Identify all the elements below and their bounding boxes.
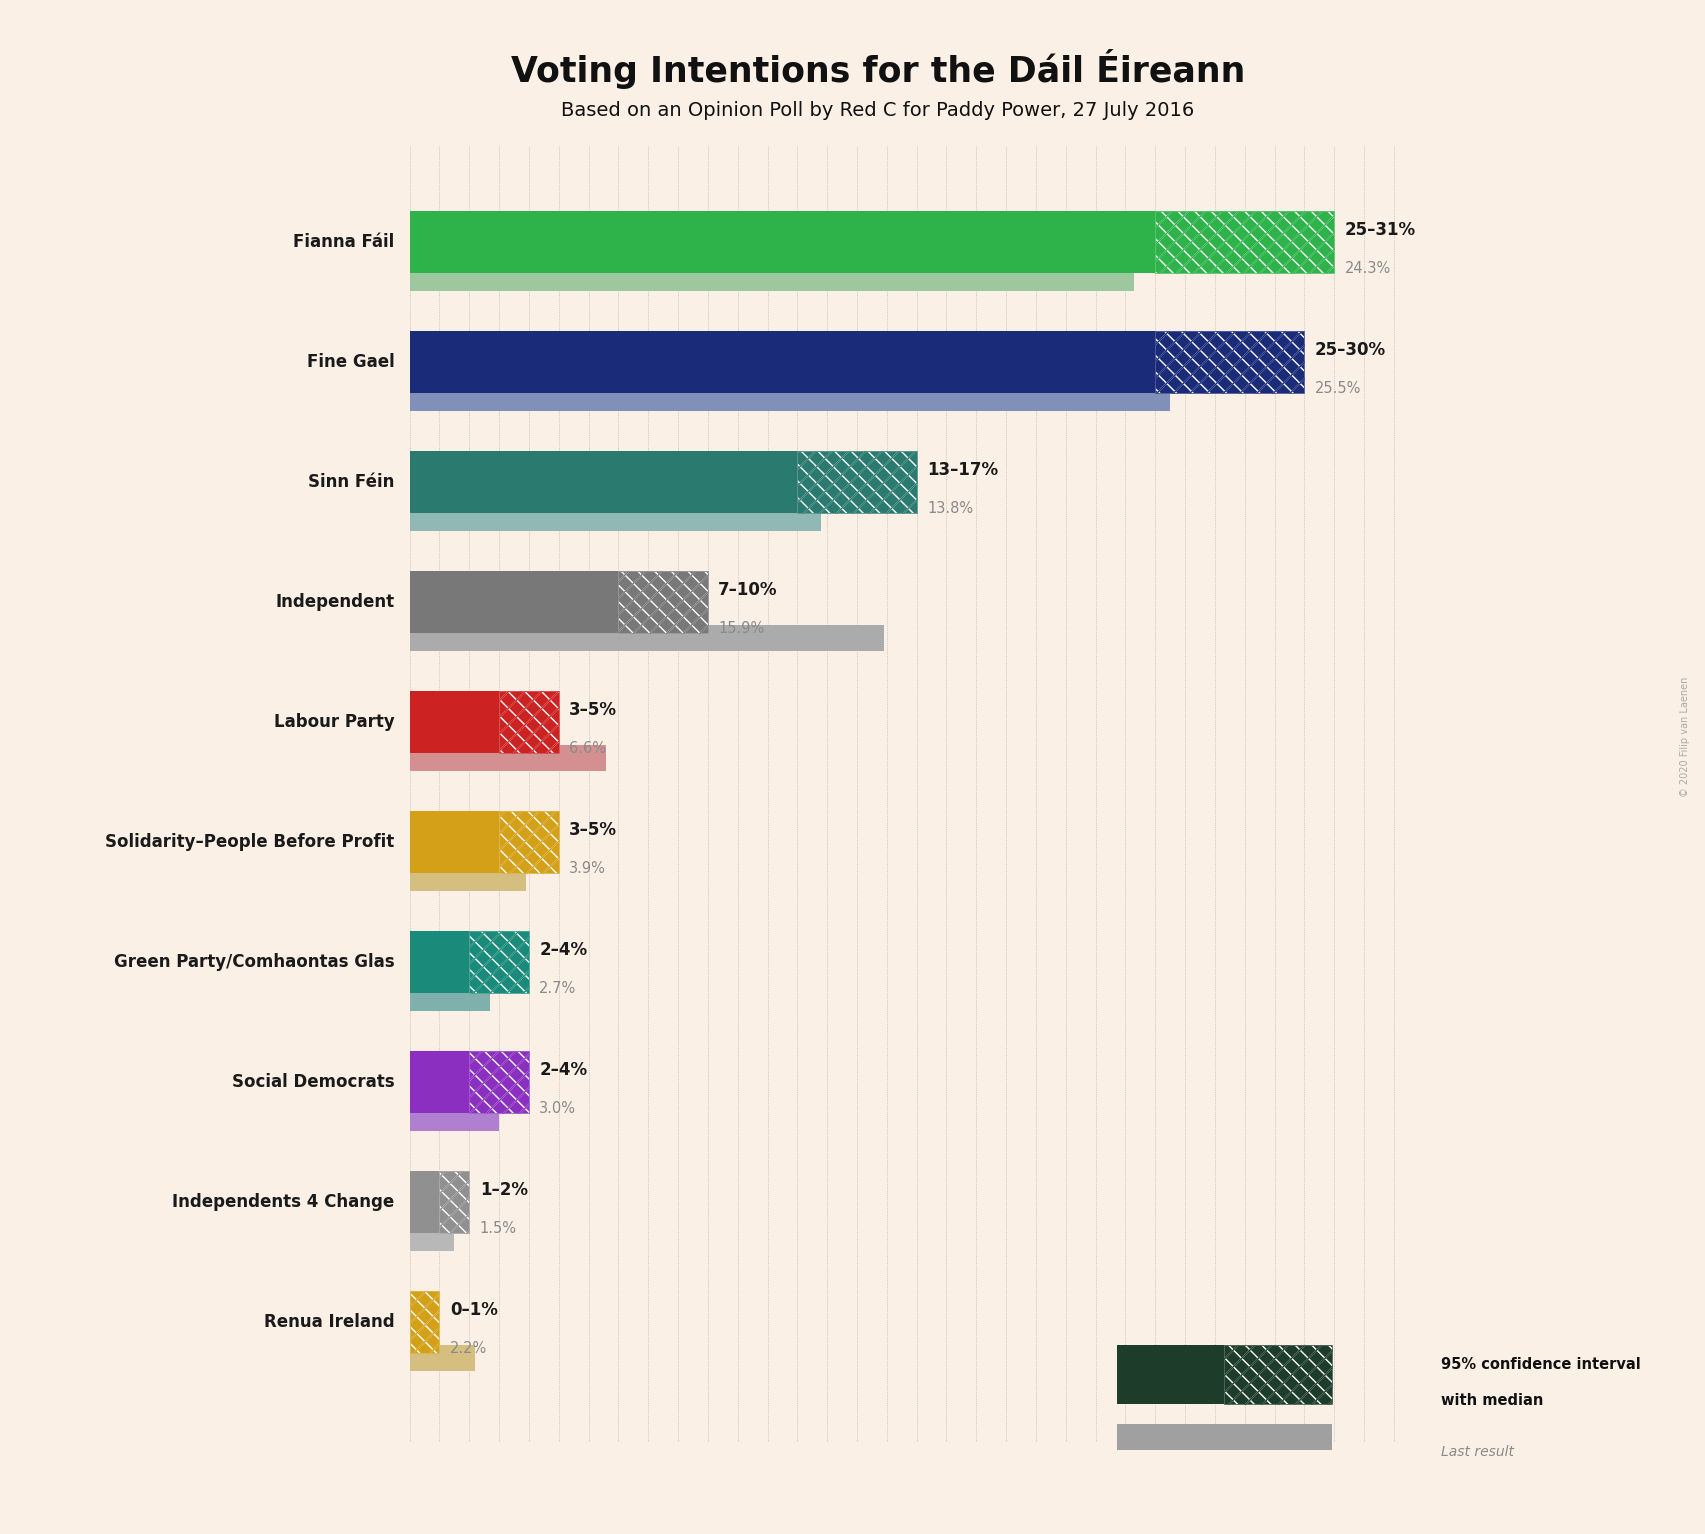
Bar xyxy=(469,1051,529,1114)
Bar xyxy=(619,571,708,634)
Bar xyxy=(1224,1345,1332,1404)
Bar xyxy=(500,690,559,753)
Text: 13–17%: 13–17% xyxy=(928,460,997,479)
Bar xyxy=(440,1170,469,1233)
Bar xyxy=(409,1290,440,1353)
Bar xyxy=(409,690,500,753)
Text: Labour Party: Labour Party xyxy=(275,713,396,730)
Text: 3.0%: 3.0% xyxy=(539,1101,576,1115)
Bar xyxy=(1156,210,1335,273)
Text: 25–30%: 25–30% xyxy=(1315,341,1386,359)
Text: Green Party/Comhaontas Glas: Green Party/Comhaontas Glas xyxy=(114,953,396,971)
Bar xyxy=(1156,210,1335,273)
Bar xyxy=(1224,1345,1332,1404)
Bar xyxy=(469,1051,529,1114)
Bar xyxy=(469,931,529,992)
Bar xyxy=(1117,1345,1224,1404)
Text: Renua Ireland: Renua Ireland xyxy=(264,1313,396,1332)
Text: © 2020 Filip van Laenen: © 2020 Filip van Laenen xyxy=(1679,676,1690,796)
Text: 3–5%: 3–5% xyxy=(569,821,617,839)
Text: Last result: Last result xyxy=(1441,1445,1514,1459)
Bar xyxy=(409,571,619,634)
Text: 2–4%: 2–4% xyxy=(539,940,588,959)
Bar xyxy=(409,385,1170,411)
Text: Independent: Independent xyxy=(276,592,396,611)
Text: 13.8%: 13.8% xyxy=(928,500,974,515)
Bar xyxy=(798,451,917,512)
Text: Voting Intentions for the Dáil Éireann: Voting Intentions for the Dáil Éireann xyxy=(512,49,1245,89)
Bar xyxy=(409,744,607,772)
Text: 25.5%: 25.5% xyxy=(1315,380,1361,396)
Text: Sinn Féin: Sinn Féin xyxy=(309,472,396,491)
Bar xyxy=(1224,1345,1332,1404)
Bar xyxy=(409,624,883,650)
Bar xyxy=(409,985,489,1011)
Text: 25–31%: 25–31% xyxy=(1345,221,1415,239)
Bar xyxy=(409,810,500,873)
Text: 0–1%: 0–1% xyxy=(450,1301,498,1319)
Bar xyxy=(409,505,822,531)
Bar xyxy=(500,690,559,753)
Bar xyxy=(440,1170,469,1233)
Text: Social Democrats: Social Democrats xyxy=(232,1072,396,1091)
Bar xyxy=(798,451,917,512)
Text: 6.6%: 6.6% xyxy=(569,741,607,756)
Bar xyxy=(500,810,559,873)
Bar xyxy=(409,865,525,891)
Bar xyxy=(409,1290,440,1353)
Bar xyxy=(798,451,917,512)
Bar xyxy=(409,210,1156,273)
Bar xyxy=(469,931,529,992)
Text: 2.2%: 2.2% xyxy=(450,1341,488,1356)
Text: 24.3%: 24.3% xyxy=(1345,261,1391,276)
Bar xyxy=(409,1170,440,1233)
Text: 1–2%: 1–2% xyxy=(479,1181,529,1200)
Text: 3–5%: 3–5% xyxy=(569,701,617,719)
Bar xyxy=(1156,330,1304,393)
Text: 2.7%: 2.7% xyxy=(539,980,576,996)
Bar xyxy=(1156,330,1304,393)
Text: with median: with median xyxy=(1441,1393,1543,1408)
Bar xyxy=(500,810,559,873)
Bar xyxy=(409,451,798,512)
Text: Fine Gael: Fine Gael xyxy=(307,353,396,371)
Text: 7–10%: 7–10% xyxy=(718,581,777,598)
Text: 3.9%: 3.9% xyxy=(569,861,605,876)
Bar xyxy=(469,1051,529,1114)
Bar xyxy=(409,931,469,992)
Bar xyxy=(500,690,559,753)
Bar xyxy=(619,571,708,634)
Text: Based on an Opinion Poll by Red C for Paddy Power, 27 July 2016: Based on an Opinion Poll by Red C for Pa… xyxy=(561,101,1195,120)
Text: Fianna Fáil: Fianna Fáil xyxy=(293,233,396,250)
Bar xyxy=(409,1104,500,1131)
Text: Solidarity–People Before Profit: Solidarity–People Before Profit xyxy=(106,833,396,851)
Bar xyxy=(1156,210,1335,273)
Text: 95% confidence interval: 95% confidence interval xyxy=(1441,1358,1640,1373)
Bar xyxy=(619,571,708,634)
Bar xyxy=(1156,330,1304,393)
Text: 15.9%: 15.9% xyxy=(718,621,764,635)
Bar xyxy=(409,1345,476,1371)
Bar xyxy=(409,330,1156,393)
Text: Independents 4 Change: Independents 4 Change xyxy=(172,1193,396,1210)
Bar xyxy=(469,931,529,992)
Bar xyxy=(409,264,1134,291)
Bar xyxy=(500,810,559,873)
Bar xyxy=(409,1290,440,1353)
Bar xyxy=(409,1051,469,1114)
Text: 1.5%: 1.5% xyxy=(479,1221,517,1236)
Text: 2–4%: 2–4% xyxy=(539,1062,588,1078)
Bar xyxy=(409,1224,454,1252)
Bar xyxy=(1117,1424,1332,1450)
Bar xyxy=(440,1170,469,1233)
